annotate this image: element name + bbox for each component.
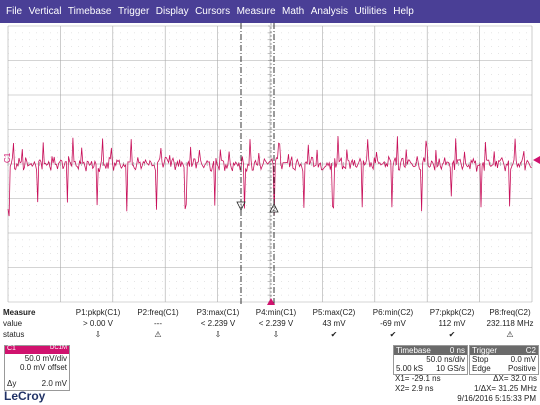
measure-param-2[interactable]: P2:freq(C1) xyxy=(137,308,179,317)
status-icon-7: ✔ xyxy=(448,330,456,339)
status-icon-3: ⇩ xyxy=(214,330,222,339)
trigger-time-marker xyxy=(267,298,275,305)
menu-cursors[interactable]: Cursors xyxy=(195,6,231,17)
menu-utilities[interactable]: Utilities xyxy=(354,6,387,17)
delta-y-label: Δy xyxy=(7,379,17,388)
inv-dx-label: 1/ΔX= xyxy=(474,384,497,393)
measure-param-8[interactable]: P8:freq(C2) xyxy=(489,308,531,317)
waveform-grid: 1 2 C1 xyxy=(3,23,540,305)
measure-param-3[interactable]: P3:max(C1) xyxy=(196,308,240,317)
inv-dx-value: 31.25 MHz xyxy=(498,384,537,393)
measure-param-1[interactable]: P1:pkpk(C1) xyxy=(75,308,121,317)
measure-value-3: < 2.239 V xyxy=(200,319,236,328)
measure-value-7: 112 mV xyxy=(438,319,466,328)
cursor-marker-1[interactable]: 1 xyxy=(236,201,246,211)
cursor-readout: X1= -29.1 ns ΔX= 32.0 ns X2= 2.9 ns 1/ΔX… xyxy=(393,374,539,394)
channel-c1-coupling: DC1M xyxy=(49,345,67,351)
measure-value-2: --- xyxy=(154,319,162,328)
channel-c1-offset: 0.0 mV offset xyxy=(20,363,67,372)
x2-label: X2= xyxy=(395,384,410,393)
dx-value: 32.0 ns xyxy=(510,374,537,383)
menu-math[interactable]: Math xyxy=(282,6,305,17)
x2-value: 2.9 ns xyxy=(411,384,434,393)
channel-c1-label: C1 xyxy=(7,345,16,352)
measure-param-5[interactable]: P5:max(C2) xyxy=(312,308,356,317)
measure-param-7[interactable]: P7:pkpk(C2) xyxy=(429,308,475,317)
trigger-level-marker xyxy=(533,156,540,164)
menu-vertical[interactable]: Vertical xyxy=(28,6,62,17)
timebase-samples: 5.00 kS xyxy=(396,364,424,373)
timebase-descriptor[interactable]: Timebase 0 ns 50.0 ns/div 5.00 kS 10 GS/… xyxy=(393,345,468,375)
menu-file[interactable]: File xyxy=(6,6,23,17)
dx-label: ΔX= xyxy=(493,374,509,383)
measure-value-6: -69 mV xyxy=(380,319,406,328)
lecroy-logo: LeCroy xyxy=(4,389,46,403)
x1-label: X1= xyxy=(395,374,410,383)
measure-value-8: 232.118 MHz xyxy=(486,319,534,328)
svg-text:2: 2 xyxy=(272,207,276,213)
channel-c1-header: C1 DC1M xyxy=(5,345,69,354)
trigger-mode: Stop xyxy=(472,355,489,364)
timebase-title: Timebase xyxy=(396,346,431,355)
measure-value-1: > 0.00 V xyxy=(82,319,114,328)
status-icon-1: ⇩ xyxy=(94,330,102,339)
status-icon-4: ⇩ xyxy=(272,330,280,339)
graticule xyxy=(7,25,533,303)
measure-value-row: value > 0.00 V --- < 2.239 V < 2.239 V 4… xyxy=(0,319,540,331)
measure-status-label: status xyxy=(3,330,25,339)
menu-help[interactable]: Help xyxy=(393,6,414,17)
channel-c1-vdiv: 50.0 mV/div xyxy=(24,354,67,363)
delta-y-value: 2.0 mV xyxy=(41,379,67,388)
cursor-marker-2[interactable]: 2 xyxy=(269,203,279,213)
measure-header-row: Measure P1:pkpk(C1) P2:freq(C1) P3:max(C… xyxy=(0,308,540,320)
menu-display[interactable]: Display xyxy=(155,6,189,17)
timebase-tdiv: 50.0 ns/div xyxy=(426,355,465,364)
measure-title: Measure xyxy=(3,308,36,317)
trigger-channel: C2 xyxy=(525,346,536,355)
status-icon-6: ✔ xyxy=(389,330,397,339)
menu-trigger[interactable]: Trigger xyxy=(117,6,150,17)
trigger-level: 0.0 mV xyxy=(510,355,536,364)
trigger-descriptor[interactable]: Trigger C2 Stop 0.0 mV Edge Positive xyxy=(469,345,539,375)
menu-timebase[interactable]: Timebase xyxy=(67,6,112,17)
timebase-header: Timebase 0 ns xyxy=(394,346,467,355)
status-icon-5: ✔ xyxy=(330,330,338,339)
measure-param-4[interactable]: P4:min(C1) xyxy=(255,308,297,317)
channel-c1-descriptor[interactable]: C1 DC1M 50.0 mV/div 0.0 mV offset Δy 2.0… xyxy=(4,345,70,391)
x1-value: -29.1 ns xyxy=(411,374,441,383)
waveform-trace-c1 xyxy=(7,136,532,217)
svg-text:1: 1 xyxy=(239,204,243,210)
timestamp: 9/16/2016 5:15:33 PM xyxy=(457,394,536,403)
measure-value-label: value xyxy=(3,319,23,328)
measure-value-5: 43 mV xyxy=(322,319,346,328)
status-icon-2: ⚠ xyxy=(154,330,162,339)
measure-status-row: status ⇩ ⚠ ⇩ ⇩ ✔ ✔ ✔ ⚠ xyxy=(0,330,540,342)
menu-bar: File Vertical Timebase Trigger Display C… xyxy=(0,0,540,23)
measure-table: Measure P1:pkpk(C1) P2:freq(C1) P3:max(C… xyxy=(0,308,540,344)
channel-marker-c1: C1 xyxy=(3,152,12,163)
timebase-rate: 10 GS/s xyxy=(436,364,465,373)
waveform-display[interactable]: 1 2 C1 xyxy=(0,23,540,305)
trigger-slope: Positive xyxy=(507,364,536,373)
trigger-type: Edge xyxy=(472,364,491,373)
trigger-header: Trigger C2 xyxy=(470,346,538,355)
timebase-delay: 0 ns xyxy=(449,346,465,355)
trigger-title: Trigger xyxy=(472,346,498,355)
menu-analysis[interactable]: Analysis xyxy=(310,6,348,17)
channel-c1-delta: Δy 2.0 mV xyxy=(5,379,69,388)
measure-param-6[interactable]: P6:min(C2) xyxy=(372,308,414,317)
menu-measure[interactable]: Measure xyxy=(236,6,276,17)
status-icon-8: ⚠ xyxy=(506,330,514,339)
measure-value-4: < 2.239 V xyxy=(258,319,294,328)
